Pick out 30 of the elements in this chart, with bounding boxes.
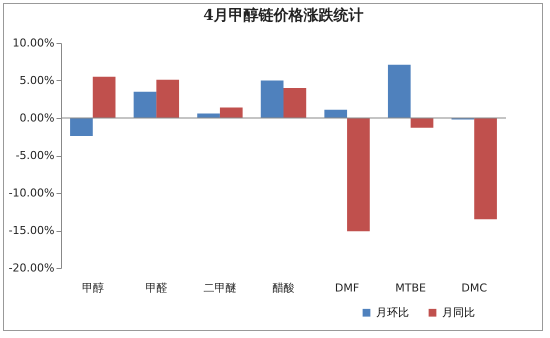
chart-title: 4月甲醇链价格涨跌统计: [203, 6, 364, 24]
bar: [260, 80, 284, 118]
bar: [347, 118, 370, 232]
x-tick-label: MTBE: [395, 282, 426, 294]
y-tick-label: 5.00%: [20, 74, 54, 87]
x-tick-label: DMF: [334, 282, 360, 294]
bar: [92, 76, 116, 118]
x-tick-label: 甲醛: [145, 282, 168, 294]
bar: [134, 92, 156, 118]
y-tick-label: -5.00%: [16, 149, 54, 162]
x-tick-label: DMC: [461, 282, 488, 294]
y-tick-label: -10.00%: [8, 186, 54, 200]
bar: [220, 108, 243, 118]
legend-label: 月同比: [442, 306, 475, 319]
bar: [388, 64, 411, 118]
bar: [324, 110, 348, 118]
bar: [156, 80, 180, 118]
x-tick-label: 甲醇: [82, 282, 104, 294]
legend-label: 月环比: [376, 306, 409, 319]
bar: [410, 118, 434, 128]
x-tick-label: 二甲醚: [203, 282, 236, 294]
y-tick-label: -15.00%: [8, 224, 54, 237]
x-tick-label: 醋酸: [272, 282, 294, 294]
y-tick-label: 10.00%: [12, 36, 54, 50]
bar: [284, 88, 306, 118]
y-tick-label: 0.00%: [20, 112, 54, 124]
y-tick-label: -20.00%: [8, 262, 54, 274]
bar: [197, 114, 220, 118]
bar: [474, 118, 497, 220]
bar: [70, 118, 93, 136]
